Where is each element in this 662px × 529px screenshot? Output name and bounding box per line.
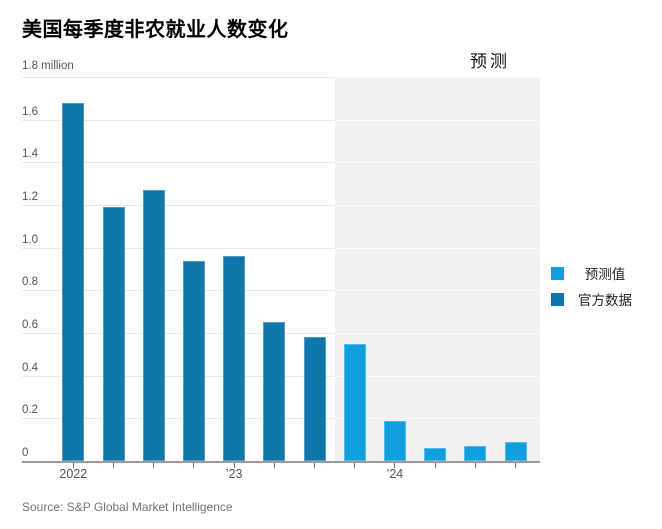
bar <box>102 207 125 461</box>
x-axis-tick <box>434 463 436 468</box>
gridline <box>334 77 540 78</box>
x-axis-tick <box>113 463 114 468</box>
gridline <box>22 290 540 292</box>
y-axis-label: 1.0 <box>22 233 38 246</box>
x-axis-tick <box>273 463 275 468</box>
legend-label: 预测值 <box>584 267 626 282</box>
x-axis-label: 2022 <box>59 467 88 481</box>
gridline <box>334 247 540 249</box>
y-axis-label: 0.6 <box>22 319 38 331</box>
y-axis-label: 0.4 <box>22 361 38 374</box>
x-axis-tick <box>515 463 516 468</box>
x-axis-tick <box>72 463 74 468</box>
bar <box>142 190 165 461</box>
bar <box>343 343 366 461</box>
y-axis-label: 0.2 <box>22 404 38 417</box>
bar <box>464 446 487 461</box>
gridline <box>22 162 540 164</box>
bar <box>182 260 205 461</box>
legend-label: 官方数据 <box>578 293 632 308</box>
chart-title: 美国每季度非农就业人数变化 <box>22 19 289 41</box>
bar <box>424 448 447 461</box>
official-swatch-icon <box>551 292 564 306</box>
gridline <box>22 77 540 78</box>
plot-area: 2022 ’23 ’24 0 0.2 0.4 0.6 0.8 1.0 1.2 1.4 1.6 <box>22 77 540 481</box>
x-axis-label: ’23 <box>225 467 243 481</box>
legend-item-forecast: 预测值 <box>551 263 646 283</box>
forecast-annotation-label: 预测 <box>470 52 510 71</box>
x-axis-tick <box>474 463 476 468</box>
gridline <box>334 205 540 206</box>
bar <box>383 420 406 461</box>
y-axis-label: 1.4 <box>22 148 38 161</box>
forecast-swatch-icon <box>551 266 564 280</box>
x-axis-line <box>22 461 540 463</box>
gridline <box>22 119 540 121</box>
y-axis-label: 0.8 <box>22 276 38 289</box>
y-axis-label: 0 <box>22 447 29 459</box>
forecast-band <box>334 77 540 461</box>
gridline <box>22 247 540 249</box>
bar <box>62 102 85 461</box>
x-axis-tick <box>233 463 235 468</box>
bar <box>504 441 527 461</box>
source-attribution: Source: S&P Global Market Intelligence <box>22 500 233 514</box>
x-axis-tick <box>153 463 155 468</box>
gridline <box>22 205 540 206</box>
y-axis-label: 1.2 <box>22 191 38 203</box>
gridline <box>334 162 540 164</box>
y-axis-label: 1.6 <box>22 105 38 118</box>
gridline <box>334 375 540 377</box>
legend: 预测值 官方数据 <box>551 263 646 315</box>
x-axis-label: ’24 <box>386 467 404 481</box>
gridline <box>334 119 540 121</box>
x-axis-tick <box>354 463 356 468</box>
x-axis-tick <box>193 463 195 468</box>
legend-item-official: 官方数据 <box>551 289 646 309</box>
gridline <box>334 333 540 334</box>
x-axis-tick <box>314 463 315 468</box>
y-axis-unit-label: 1.8 million <box>22 60 74 72</box>
bar <box>263 322 286 461</box>
gridline <box>334 418 540 420</box>
bar <box>303 337 326 461</box>
bar <box>223 256 246 461</box>
x-axis-tick <box>394 463 396 468</box>
gridline <box>334 290 540 292</box>
